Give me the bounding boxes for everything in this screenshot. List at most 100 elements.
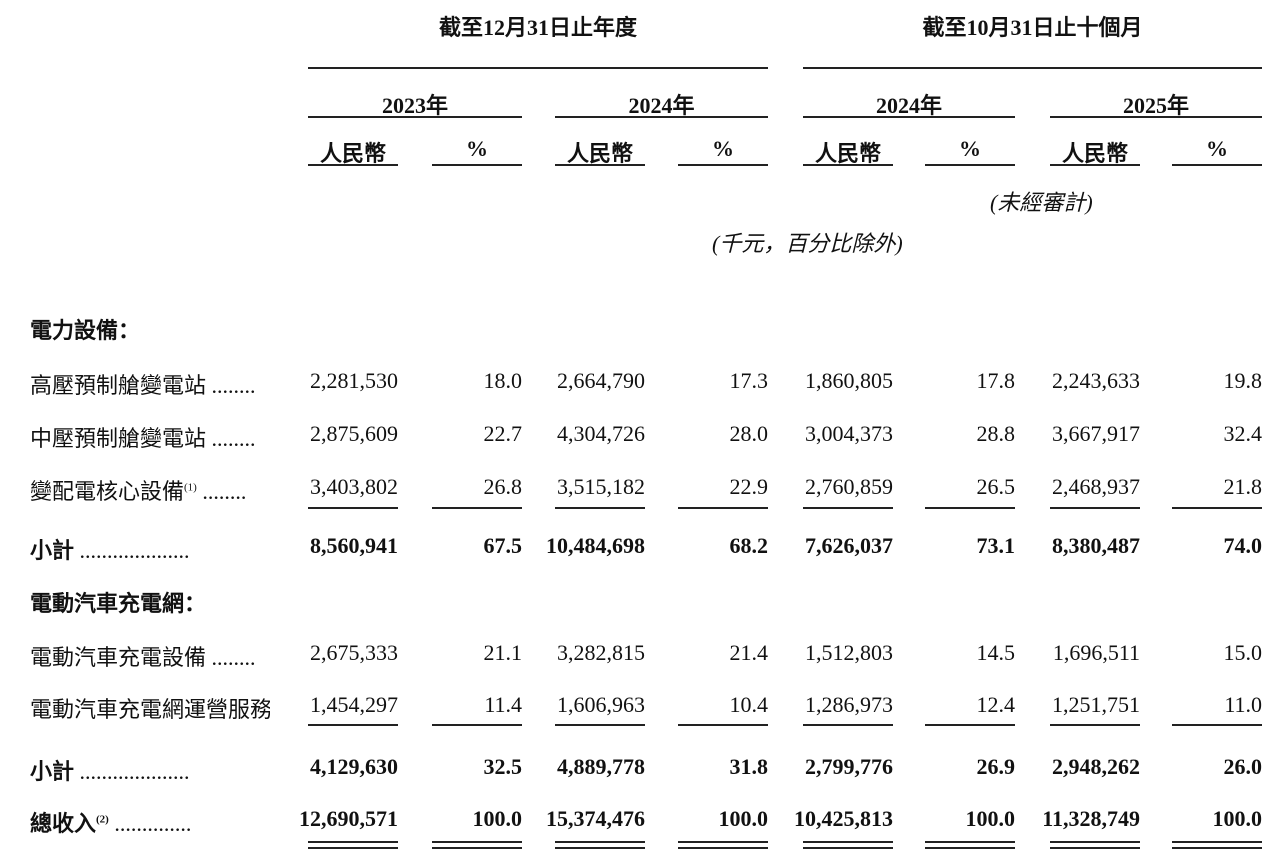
subtotal-rule [1172, 724, 1262, 726]
column-rule [1050, 164, 1140, 166]
amount-cell: 2,243,633 [1052, 368, 1140, 393]
amount-cell: 4,304,726 [557, 421, 645, 446]
percent-cell: 28.0 [729, 421, 769, 446]
subtotal-row-label: 小計 .................... [30, 754, 270, 786]
percent-cell: 22.9 [729, 474, 769, 499]
unaudited-note: (未經審計) [990, 190, 1093, 215]
amount-cell: 4,889,778 [557, 754, 645, 779]
percent-cell: 26.9 [976, 754, 1016, 779]
amount-cell: 15,374,476 [546, 806, 645, 831]
table-row-label: 中壓預制艙變電站 ........ [30, 421, 270, 453]
double-rule [803, 841, 893, 849]
section-title: 電動汽車充電網： [30, 591, 207, 616]
subtotal-row-label: 小計 .................... [30, 533, 270, 565]
amount-cell: 1,251,751 [1052, 692, 1140, 717]
leader-dots: ........ [206, 645, 256, 670]
percent-cell: 17.8 [976, 368, 1016, 393]
year-2023: 2023年 [381, 93, 448, 118]
percent-cell: 17.3 [729, 368, 769, 393]
row-label: 小計 [30, 759, 75, 784]
amount-cell: 2,799,776 [805, 754, 893, 779]
year-2024: 2024年 [628, 93, 695, 118]
percent-header: % [466, 136, 488, 161]
column-rule [555, 164, 645, 166]
amount-cell: 1,512,803 [805, 640, 893, 665]
percent-cell: 21.8 [1223, 474, 1263, 499]
percent-cell: 26.0 [1223, 754, 1263, 779]
subtotal-rule [678, 507, 768, 509]
percent-cell: 14.5 [976, 640, 1016, 665]
double-rule [1050, 841, 1140, 849]
subtotal-rule [803, 724, 893, 726]
amount-cell: 2,948,262 [1052, 754, 1140, 779]
subtotal-rule [555, 724, 645, 726]
amount-cell: 8,380,487 [1052, 533, 1140, 558]
row-label: 電動汽車充電網運營服務 [30, 697, 270, 722]
amount-cell: 10,425,813 [794, 806, 893, 831]
percent-cell: 68.2 [729, 533, 769, 558]
amount-cell: 1,606,963 [557, 692, 645, 717]
percent-header: % [959, 136, 981, 161]
percent-header: % [1206, 136, 1228, 161]
section-title: 電力設備： [30, 318, 141, 343]
subtotal-rule [1172, 507, 1262, 509]
currency-header: 人民幣 [566, 141, 633, 166]
percent-cell: 73.1 [976, 533, 1016, 558]
subtotal-rule [925, 724, 1015, 726]
subtotal-rule [925, 507, 1015, 509]
percent-cell: 22.7 [483, 421, 523, 446]
double-rule [1172, 841, 1262, 849]
amount-cell: 3,282,815 [557, 640, 645, 665]
column-rule [678, 164, 768, 166]
row-label: 電動汽車充電設備 [30, 645, 207, 670]
amount-cell: 8,560,941 [310, 533, 398, 558]
subtotal-rule [1050, 724, 1140, 726]
amount-cell: 1,860,805 [805, 368, 893, 393]
amount-cell: 1,696,511 [1052, 640, 1140, 665]
percent-cell: 11.4 [484, 692, 522, 717]
year-rule [803, 116, 1015, 118]
leader-dots: .................... [74, 538, 190, 563]
percent-cell: 100.0 [718, 806, 769, 831]
subtotal-rule [803, 507, 893, 509]
percent-cell: 10.4 [729, 692, 769, 717]
double-rule [555, 841, 645, 849]
amount-cell: 10,484,698 [546, 533, 645, 558]
header-group-ten-months: 截至10月31日止十個月 [922, 15, 1143, 40]
total-row-label: 總收入(2) .............. [30, 806, 270, 838]
currency-header: 人民幣 [319, 141, 386, 166]
column-rule [803, 164, 893, 166]
amount-cell: 2,675,333 [310, 640, 398, 665]
double-rule [308, 841, 398, 849]
percent-cell: 19.8 [1223, 368, 1263, 393]
amount-cell: 2,468,937 [1052, 474, 1140, 499]
year-rule [308, 116, 522, 118]
subtotal-rule [432, 724, 522, 726]
double-rule [925, 841, 1015, 849]
amount-cell: 3,004,373 [805, 421, 893, 446]
table-row-label: 電動汽車充電設備 ........ [30, 640, 270, 672]
amount-cell: 7,626,037 [805, 533, 893, 558]
column-rule [925, 164, 1015, 166]
leader-dots: ........ [196, 479, 247, 504]
subtotal-rule [308, 724, 398, 726]
percent-cell: 100.0 [472, 806, 523, 831]
row-label: 中壓預制艙變電站 [30, 426, 207, 451]
table-row-label: 高壓預制艙變電站 ........ [30, 368, 270, 400]
percent-header: % [712, 136, 734, 161]
column-rule [1172, 164, 1262, 166]
percent-cell: 67.5 [483, 533, 523, 558]
subtotal-rule [432, 507, 522, 509]
unit-note: (千元，百分比除外) [712, 231, 903, 256]
percent-cell: 26.8 [483, 474, 523, 499]
table-row-label: 電動汽車充電網運營服務 ... [30, 692, 270, 724]
currency-header: 人民幣 [1061, 141, 1128, 166]
amount-cell: 2,281,530 [310, 368, 398, 393]
percent-cell: 12.4 [976, 692, 1016, 717]
subtotal-rule [555, 507, 645, 509]
year-2024-ten-months: 2024年 [875, 93, 942, 118]
header-group-fiscal-year: 截至12月31日止年度 [438, 15, 637, 40]
row-label: 小計 [30, 538, 75, 563]
amount-cell: 2,664,790 [557, 368, 645, 393]
amount-cell: 1,286,973 [805, 692, 893, 717]
